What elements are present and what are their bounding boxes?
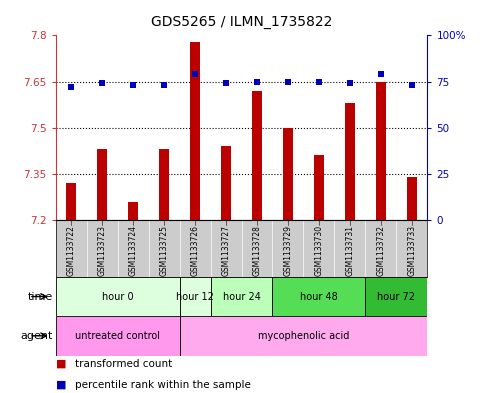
Text: hour 24: hour 24 — [223, 292, 260, 302]
Text: GSM1133730: GSM1133730 — [314, 225, 324, 276]
Bar — [97, 149, 107, 220]
Text: GSM1133725: GSM1133725 — [159, 225, 169, 275]
Bar — [272, 277, 366, 316]
Bar — [180, 316, 427, 356]
Text: hour 12: hour 12 — [176, 292, 214, 302]
Bar — [56, 277, 180, 316]
Text: GSM1133729: GSM1133729 — [284, 225, 293, 275]
Text: transformed count: transformed count — [75, 358, 172, 369]
Bar — [366, 277, 427, 316]
Text: GSM1133732: GSM1133732 — [376, 225, 385, 275]
Bar — [66, 183, 76, 220]
Bar — [344, 103, 355, 220]
Text: ■: ■ — [56, 358, 66, 369]
Text: GSM1133724: GSM1133724 — [128, 225, 138, 275]
Bar — [56, 316, 180, 356]
Text: GSM1133727: GSM1133727 — [222, 225, 230, 275]
Text: time: time — [28, 292, 53, 302]
Text: agent: agent — [21, 331, 53, 341]
Bar — [313, 155, 325, 220]
Bar — [190, 42, 200, 220]
Text: GSM1133733: GSM1133733 — [408, 225, 416, 276]
Text: GSM1133726: GSM1133726 — [190, 225, 199, 275]
Text: hour 48: hour 48 — [300, 292, 338, 302]
Text: mycophenolic acid: mycophenolic acid — [258, 331, 349, 341]
Text: GSM1133731: GSM1133731 — [345, 225, 355, 275]
Text: untreated control: untreated control — [75, 331, 160, 341]
Bar — [158, 149, 170, 220]
Bar — [211, 277, 272, 316]
Text: GSM1133728: GSM1133728 — [253, 225, 261, 275]
Text: hour 72: hour 72 — [377, 292, 415, 302]
Text: percentile rank within the sample: percentile rank within the sample — [75, 380, 251, 390]
Text: ■: ■ — [56, 380, 66, 390]
Bar — [283, 128, 293, 220]
Bar — [128, 202, 139, 220]
Text: hour 0: hour 0 — [102, 292, 133, 302]
Bar — [252, 91, 262, 220]
Text: GSM1133723: GSM1133723 — [98, 225, 107, 275]
Bar — [180, 277, 211, 316]
Bar — [407, 177, 417, 220]
Bar — [376, 81, 386, 220]
Bar — [221, 146, 231, 220]
Text: GDS5265 / ILMN_1735822: GDS5265 / ILMN_1735822 — [151, 15, 332, 29]
Text: GSM1133722: GSM1133722 — [67, 225, 75, 275]
